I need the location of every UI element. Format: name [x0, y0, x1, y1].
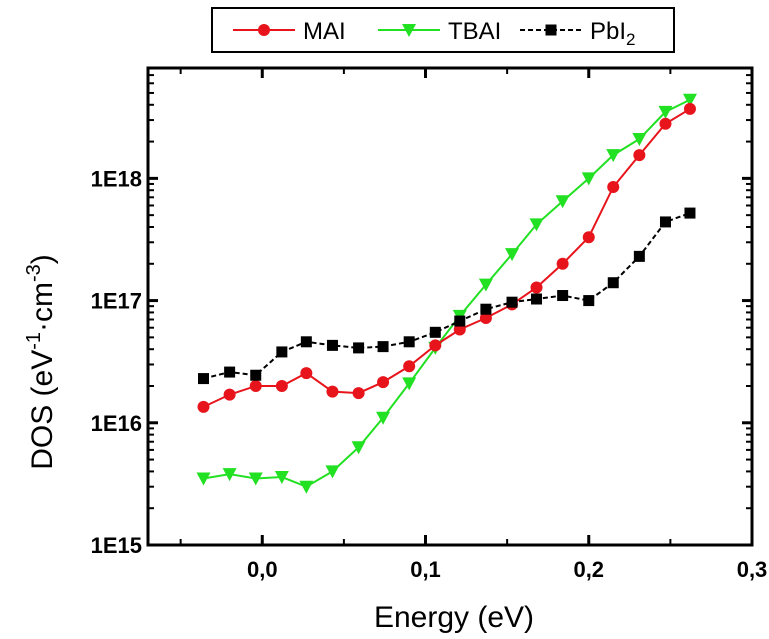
data-point — [223, 388, 236, 401]
data-point — [222, 468, 237, 482]
data-point — [429, 339, 442, 352]
y-tick-label: 1E15 — [91, 533, 142, 558]
legend-marker — [258, 24, 270, 36]
series-tbai — [196, 93, 697, 494]
data-point — [377, 376, 390, 389]
series-mai — [197, 102, 696, 413]
data-point — [633, 149, 646, 162]
data-point — [454, 315, 466, 327]
data-point — [659, 117, 672, 130]
axes: 0,0 0,1 0,2 0,3 1E15 1E16 1E17 1E18 — [91, 66, 768, 582]
plot-frame — [146, 66, 754, 547]
legend-marker — [402, 24, 416, 37]
data-point — [505, 248, 520, 262]
data-point — [402, 377, 417, 391]
legend-label: MAI — [303, 18, 346, 45]
data-point — [581, 172, 596, 186]
legend-marker — [545, 24, 557, 36]
data-point — [299, 480, 314, 494]
data-point — [326, 385, 339, 398]
legend: MAI TBAI PbI2 — [211, 7, 675, 53]
x-tick-label: 0,0 — [247, 557, 278, 582]
data-point — [607, 180, 620, 193]
data-point — [682, 93, 697, 107]
data-point — [275, 380, 288, 392]
series-pbi2 — [198, 207, 696, 385]
data-point — [352, 387, 365, 400]
data-point — [632, 132, 647, 146]
data-point — [606, 149, 621, 163]
data-point — [377, 341, 389, 353]
data-point — [683, 102, 696, 115]
data-point — [353, 342, 365, 354]
data-point — [198, 373, 210, 385]
data-point — [224, 366, 236, 378]
data-point — [196, 472, 211, 486]
data-point — [274, 471, 289, 485]
data-point — [300, 367, 313, 380]
data-point — [276, 346, 288, 358]
y-tick-label: 1E18 — [91, 166, 142, 191]
data-point — [480, 303, 492, 315]
x-tick-label: 0,1 — [410, 557, 441, 582]
data-point — [583, 295, 595, 307]
data-point — [557, 290, 569, 302]
data-point — [403, 336, 415, 348]
data-point — [325, 465, 340, 479]
data-point — [555, 195, 570, 209]
data-point — [556, 257, 569, 270]
data-point — [300, 336, 312, 348]
data-point — [479, 312, 492, 325]
data-point — [684, 207, 696, 219]
data-point — [582, 231, 595, 244]
data-point — [506, 296, 518, 308]
data-point — [633, 250, 645, 262]
data-point — [403, 360, 416, 373]
data-point — [658, 105, 673, 119]
data-point — [659, 216, 671, 228]
data-point — [530, 281, 543, 294]
data-point — [376, 411, 391, 425]
y-tick-label: 1E17 — [91, 289, 142, 314]
data-point — [249, 380, 262, 392]
y-axis-title: DOS (eV-1·cm-3) — [23, 254, 59, 470]
legend-label: TBAI — [448, 18, 501, 45]
legend-label: PbI2 — [590, 18, 636, 49]
plot-area — [196, 93, 697, 494]
data-point — [326, 339, 338, 351]
data-point — [529, 218, 544, 232]
x-tick-label: 0,2 — [573, 557, 604, 582]
data-point — [351, 441, 366, 455]
data-point — [250, 369, 262, 381]
data-point — [531, 293, 543, 305]
series-line — [203, 98, 691, 488]
y-tick-label: 1E16 — [91, 411, 142, 436]
data-point — [478, 278, 493, 292]
data-point — [607, 277, 619, 289]
x-axis-title: Energy (eV) — [374, 601, 534, 634]
data-point — [429, 326, 441, 338]
data-point — [248, 472, 263, 486]
data-point — [197, 400, 210, 413]
x-tick-label: 0,3 — [737, 557, 768, 582]
